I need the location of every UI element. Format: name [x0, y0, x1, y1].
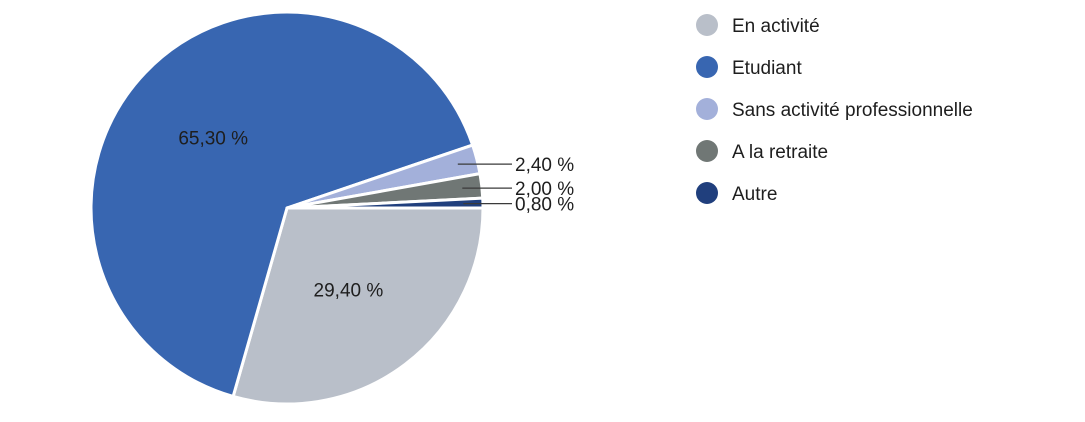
slice-label-autre: 0,80 % [515, 195, 574, 216]
pie-slice-etudiant [89, 10, 475, 398]
legend: En activité Etudiant Sans activité profess… [696, 14, 973, 205]
legend-marker-a-la-retraite [696, 140, 718, 162]
slice-label-a-la-retraite: 2,00 % [515, 179, 574, 200]
legend-label-etudiant: Etudiant [732, 58, 802, 79]
slice-label-en-activite: 29,40 % [314, 280, 384, 301]
legend-label-sans-activite-professionnelle: Sans activité professionnelle [732, 100, 973, 121]
legend-marker-autre [696, 182, 718, 204]
legend-label-a-la-retraite: A la retraite [732, 142, 828, 163]
leader-lines [457, 163, 512, 205]
slice-label-sans-activite-professionnelle: 2,40 % [515, 155, 574, 176]
legend-label-en-activite: En activité [732, 16, 820, 37]
slice-label-etudiant: 65,30 % [178, 129, 248, 150]
legend-marker-en-activite [696, 14, 718, 36]
legend-marker-sans-activite-professionnelle [696, 98, 718, 120]
legend-marker-etudiant [696, 56, 718, 78]
legend-label-autre: Autre [732, 184, 777, 205]
pie-slice-en-activite [231, 206, 485, 406]
slice-labels: 29,40 % 65,30 % 2,40 % 2,00 %0,80 % [178, 129, 574, 302]
pie-slices [89, 10, 485, 406]
